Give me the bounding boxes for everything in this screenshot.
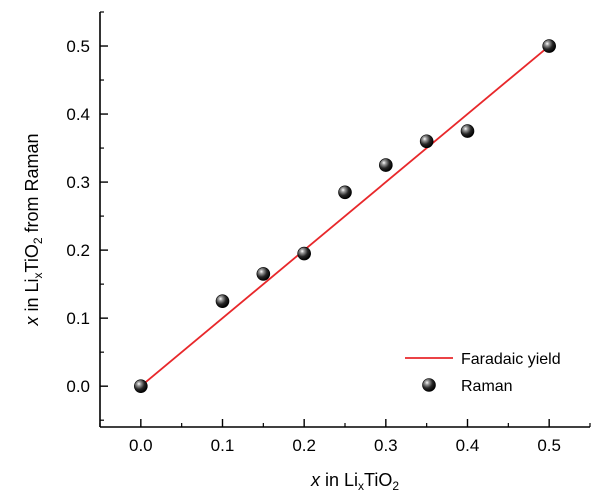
- raman-point: [215, 294, 230, 308]
- legend-label-faradaic-yield: Faradaic yield: [461, 351, 561, 368]
- raman-point: [542, 39, 556, 53]
- y-tick-label: 0.1: [66, 309, 90, 328]
- x-tick-label: 0.2: [292, 436, 316, 455]
- y-tick-label: 0.3: [66, 173, 90, 192]
- y-tick-label: 0.4: [66, 105, 90, 124]
- legend: Faradaic yield Raman: [405, 351, 561, 395]
- series-layer: [134, 39, 556, 393]
- y-tick-label: 0.0: [66, 377, 90, 396]
- y-axis-title: x in LixTiO2 from Raman: [22, 133, 45, 326]
- x-tick-label: 0.3: [374, 436, 398, 455]
- x-tick-label: 0.5: [537, 436, 561, 455]
- raman-point: [338, 185, 352, 200]
- x-tick-label: 0.4: [456, 436, 480, 455]
- legend-label-raman: Raman: [461, 378, 513, 395]
- raman-point: [134, 379, 148, 393]
- x-tick-label: 0.0: [129, 436, 153, 455]
- raman-point: [379, 158, 393, 172]
- ticks: 0.0 0.1 0.2 0.3 0.4 0.5 0.0 0.1 0.2 0.3 0.4 0.5: [66, 11, 591, 455]
- x-tick-label: 0.1: [211, 436, 235, 455]
- x-axis-title: x in LixTiO2: [310, 470, 399, 493]
- raman-point: [460, 124, 475, 138]
- raman-point: [297, 246, 311, 261]
- y-tick-label: 0.2: [66, 241, 90, 260]
- legend-marker-swatch: [422, 378, 436, 392]
- axis-titles: x in LixTiO2 x in LixTiO2 from Raman: [22, 133, 399, 492]
- faradaic-yield-line: [140, 45, 550, 387]
- raman-point: [419, 134, 434, 149]
- y-tick-label: 0.5: [66, 37, 90, 56]
- raman-point: [256, 267, 271, 281]
